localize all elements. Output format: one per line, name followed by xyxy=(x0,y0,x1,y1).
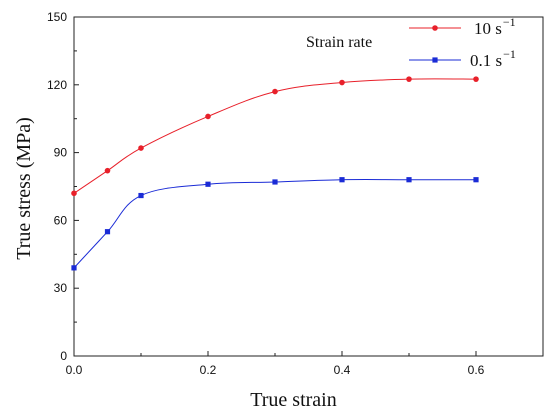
data-point xyxy=(406,177,412,183)
legend-label-exponent: −1 xyxy=(503,15,516,29)
data-point xyxy=(272,179,278,185)
legend-label-exponent: −1 xyxy=(503,47,516,61)
x-tick-label: 0.0 xyxy=(66,363,83,377)
data-point xyxy=(71,190,77,197)
data-point xyxy=(138,145,144,151)
legend-item: 10 s −1 xyxy=(409,15,516,38)
data-point xyxy=(339,79,345,86)
y-tick-label: 120 xyxy=(47,78,67,92)
data-point xyxy=(339,177,345,183)
series-2 xyxy=(71,177,479,271)
data-point xyxy=(406,76,412,82)
y-axis-title: True stress (MPa) xyxy=(13,117,35,260)
data-point xyxy=(473,76,479,82)
x-tick-label: 0.2 xyxy=(200,363,217,377)
series-line xyxy=(73,78,477,194)
legend-marker xyxy=(432,25,438,31)
y-tick-label: 0 xyxy=(60,349,67,363)
y-tick-label: 90 xyxy=(54,146,68,160)
data-point xyxy=(473,177,479,183)
x-tick-label: 0.6 xyxy=(468,363,485,377)
data-point xyxy=(104,229,111,235)
series-line xyxy=(73,179,476,269)
data-point xyxy=(104,167,111,174)
legend-title: Strain rate xyxy=(306,34,372,51)
legend: Strain rate 10 s −10.1 s −1 xyxy=(306,15,516,70)
y-axis-ticks: 0 30 60 90 120 150 xyxy=(47,10,79,363)
y-tick-label: 60 xyxy=(54,213,68,227)
data-point xyxy=(71,265,77,271)
legend-marker xyxy=(432,57,438,63)
series-layer xyxy=(71,76,479,271)
y-tick-label: 150 xyxy=(47,10,67,24)
legend-label: 0.1 s xyxy=(470,51,502,70)
x-axis-ticks: 0.0 0.2 0.4 0.6 xyxy=(66,351,485,377)
data-point xyxy=(205,113,211,120)
y-tick-label: 30 xyxy=(54,281,68,295)
data-point xyxy=(205,181,211,187)
x-tick-label: 0.4 xyxy=(334,363,351,377)
x-axis-title: True strain xyxy=(250,389,336,411)
legend-item: 0.1 s −1 xyxy=(409,47,516,70)
data-point xyxy=(138,192,144,199)
data-point xyxy=(272,88,278,95)
legend-label: 10 s xyxy=(474,19,502,38)
series-1 xyxy=(71,76,479,197)
